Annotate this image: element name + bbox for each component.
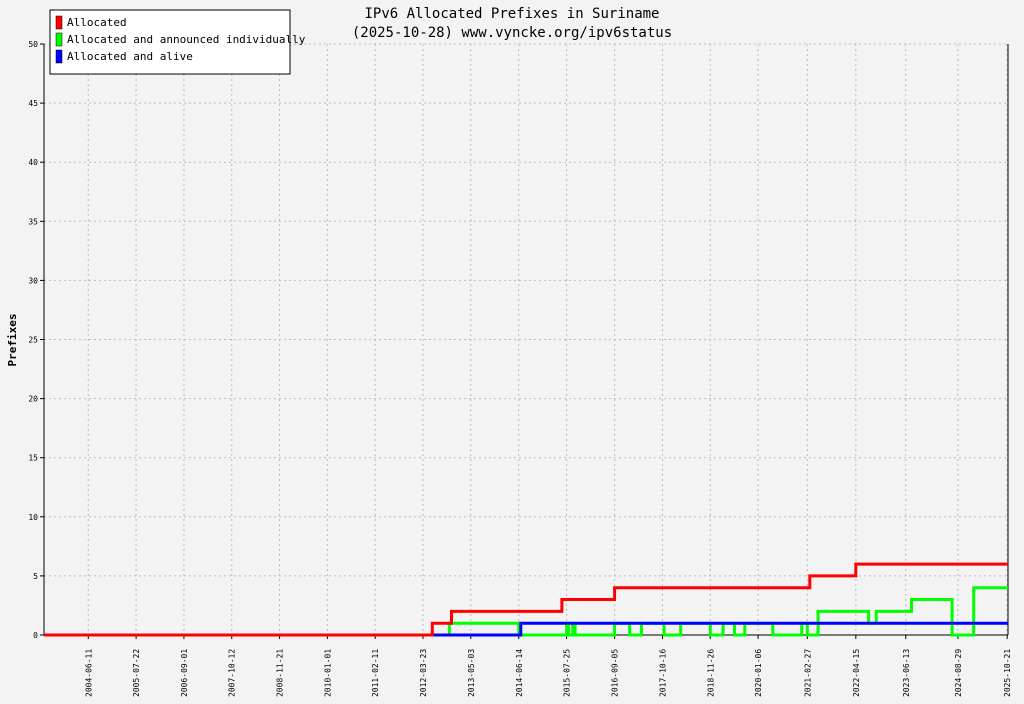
legend-box (49, 9, 291, 75)
x-tick-label: 2020-01-06 (754, 649, 763, 697)
x-tick-label: 2014-06-14 (515, 649, 524, 697)
x-tick-label: 2024-08-29 (954, 649, 963, 697)
x-tick-label: 2013-05-03 (467, 649, 476, 697)
x-tick-label: 2017-10-16 (658, 649, 667, 697)
y-tick-label: 30 (28, 276, 38, 285)
y-tick-label: 25 (28, 336, 38, 345)
y-tick-label: 15 (28, 454, 38, 463)
x-tick-label: 2022-04-15 (852, 649, 861, 697)
x-tick-label: 2007-10-12 (228, 649, 237, 697)
legend-label: Allocated and alive (67, 50, 193, 63)
x-tick-label: 2012-03-23 (419, 649, 428, 697)
y-tick-label: 5 (33, 572, 38, 581)
y-tick-label: 0 (33, 631, 38, 640)
grid (44, 43, 1008, 635)
x-tick-label: 2025-10-21 (1003, 649, 1012, 697)
x-tick-label: 2010-01-01 (323, 649, 332, 697)
x-tick-label: 2008-11-21 (276, 649, 285, 697)
y-ticks: 0 5 10 15 20 25 30 35 40 45 50 (28, 40, 44, 640)
series-line-1 (44, 562, 1008, 637)
x-tick-label: 2016-09-05 (611, 649, 620, 697)
chart-subtitle: (2025-10-28) www.vyncke.org/ipv6status (352, 25, 672, 41)
x-tick-label: 2004-06-11 (84, 649, 93, 697)
x-tick-label: 2011-02-11 (371, 649, 380, 697)
x-tick-label: 2021-02-27 (803, 649, 812, 697)
x-ticks: 2004-06-11 2005-07-22 2006-09-01 2007-10-12… (84, 635, 1012, 697)
x-tick-label: 2005-07-22 (132, 649, 141, 697)
x-tick-label: 2015-07-25 (563, 649, 572, 697)
x-tick-label: 2023-06-13 (902, 649, 911, 697)
y-tick-label: 50 (28, 40, 38, 49)
y-tick-label: 45 (28, 99, 38, 108)
legend-label: Allocated and announced individually (67, 33, 306, 46)
legend: Allocated Allocated and announced individ… (49, 9, 306, 75)
legend-swatch (55, 49, 63, 64)
y-tick-label: 20 (28, 395, 38, 404)
y-tick-label: 10 (28, 513, 38, 522)
legend-swatch (55, 15, 63, 30)
legend-label: Allocated (67, 16, 127, 29)
chart-title: IPv6 Allocated Prefixes in Suriname (364, 6, 659, 22)
x-tick-label: 2006-09-01 (180, 649, 189, 697)
series-line-3 (44, 621, 1008, 637)
x-tick-label: 2018-11-26 (706, 649, 715, 697)
legend-swatch (55, 32, 63, 47)
series-lines (44, 562, 1008, 637)
y-axis-label: Prefixes (6, 314, 19, 367)
y-tick-label: 40 (28, 158, 38, 167)
y-tick-label: 35 (28, 217, 38, 226)
